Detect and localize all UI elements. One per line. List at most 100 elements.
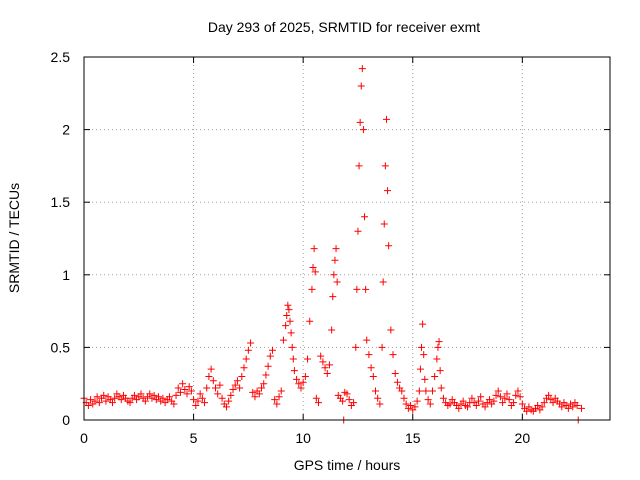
data-point	[282, 322, 290, 330]
data-point	[437, 384, 445, 392]
data-point	[286, 317, 294, 325]
data-point	[333, 278, 341, 286]
data-point	[287, 329, 295, 337]
data-point	[472, 401, 480, 409]
data-point	[418, 343, 426, 351]
data-point	[455, 404, 463, 412]
data-point	[434, 343, 442, 351]
data-point	[496, 393, 504, 401]
data-point	[428, 387, 436, 395]
data-point	[315, 399, 323, 407]
data-point	[310, 245, 318, 253]
data-point	[545, 391, 553, 399]
data-point	[155, 393, 163, 401]
data-point	[475, 397, 482, 405]
data-point	[299, 378, 307, 386]
data-point	[317, 352, 325, 360]
data-point	[549, 399, 557, 407]
data-point	[209, 377, 217, 385]
data-point	[137, 390, 145, 398]
data-point	[416, 365, 424, 373]
data-point	[283, 311, 291, 319]
data-point	[212, 384, 219, 392]
data-point	[172, 391, 180, 399]
data-point	[108, 399, 116, 407]
data-point	[91, 397, 99, 405]
y-axis-label: SRMTID / TECUs	[6, 183, 22, 293]
data-point	[311, 268, 319, 276]
data-point	[100, 391, 108, 399]
data-point	[301, 372, 309, 380]
data-point	[355, 162, 363, 170]
data-point	[374, 394, 382, 402]
data-point	[385, 242, 393, 250]
data-point	[328, 326, 336, 334]
data-point	[518, 400, 526, 408]
data-point	[95, 399, 103, 407]
data-point	[198, 394, 206, 402]
data-point	[435, 338, 443, 346]
data-point	[203, 384, 211, 392]
data-point	[534, 401, 542, 409]
data-point	[192, 401, 200, 409]
data-point	[249, 388, 257, 396]
data-point	[391, 370, 399, 378]
data-point	[306, 317, 314, 325]
data-point	[319, 358, 327, 366]
data-point	[339, 397, 347, 405]
x-tick-label: 20	[515, 430, 531, 446]
data-point	[331, 256, 339, 264]
data-point	[102, 397, 110, 405]
data-point	[411, 403, 419, 411]
data-point	[130, 391, 138, 399]
data-point	[229, 386, 237, 394]
data-point	[187, 387, 195, 395]
data-point	[181, 386, 189, 394]
data-point	[84, 401, 92, 409]
data-point	[159, 394, 167, 402]
data-point	[240, 364, 248, 372]
data-point	[117, 396, 125, 404]
data-point	[330, 271, 338, 279]
data-point	[141, 397, 149, 405]
data-point	[242, 355, 250, 363]
data-point	[569, 403, 577, 411]
data-point	[540, 399, 548, 407]
data-point	[354, 227, 362, 235]
data-point	[477, 393, 485, 401]
data-point	[573, 401, 581, 409]
data-point	[481, 403, 489, 411]
y-tick-label: 1.5	[51, 194, 71, 210]
data-point	[225, 397, 233, 405]
data-point	[379, 278, 387, 286]
data-point	[196, 390, 204, 398]
data-point	[194, 397, 202, 405]
data-point	[380, 220, 388, 228]
data-point	[227, 391, 235, 399]
data-point	[365, 351, 373, 359]
data-point	[464, 403, 472, 411]
data-point	[279, 336, 287, 344]
data-point	[264, 362, 272, 370]
data-point	[468, 394, 476, 402]
y-tick-label: 2.5	[51, 49, 71, 65]
data-point	[260, 380, 268, 388]
data-point	[436, 367, 444, 375]
data-point	[222, 403, 230, 411]
data-point	[420, 351, 428, 359]
data-point	[538, 403, 546, 411]
data-point	[499, 399, 507, 407]
data-point	[378, 343, 386, 351]
data-point	[352, 343, 360, 351]
data-point	[87, 396, 95, 404]
data-point	[244, 346, 252, 354]
data-point	[205, 372, 213, 380]
data-point	[501, 394, 509, 402]
data-point	[382, 115, 390, 123]
data-point	[492, 391, 500, 399]
data-point	[393, 378, 401, 386]
x-tick-label: 15	[405, 430, 421, 446]
data-point	[329, 293, 337, 301]
data-point	[361, 213, 369, 221]
